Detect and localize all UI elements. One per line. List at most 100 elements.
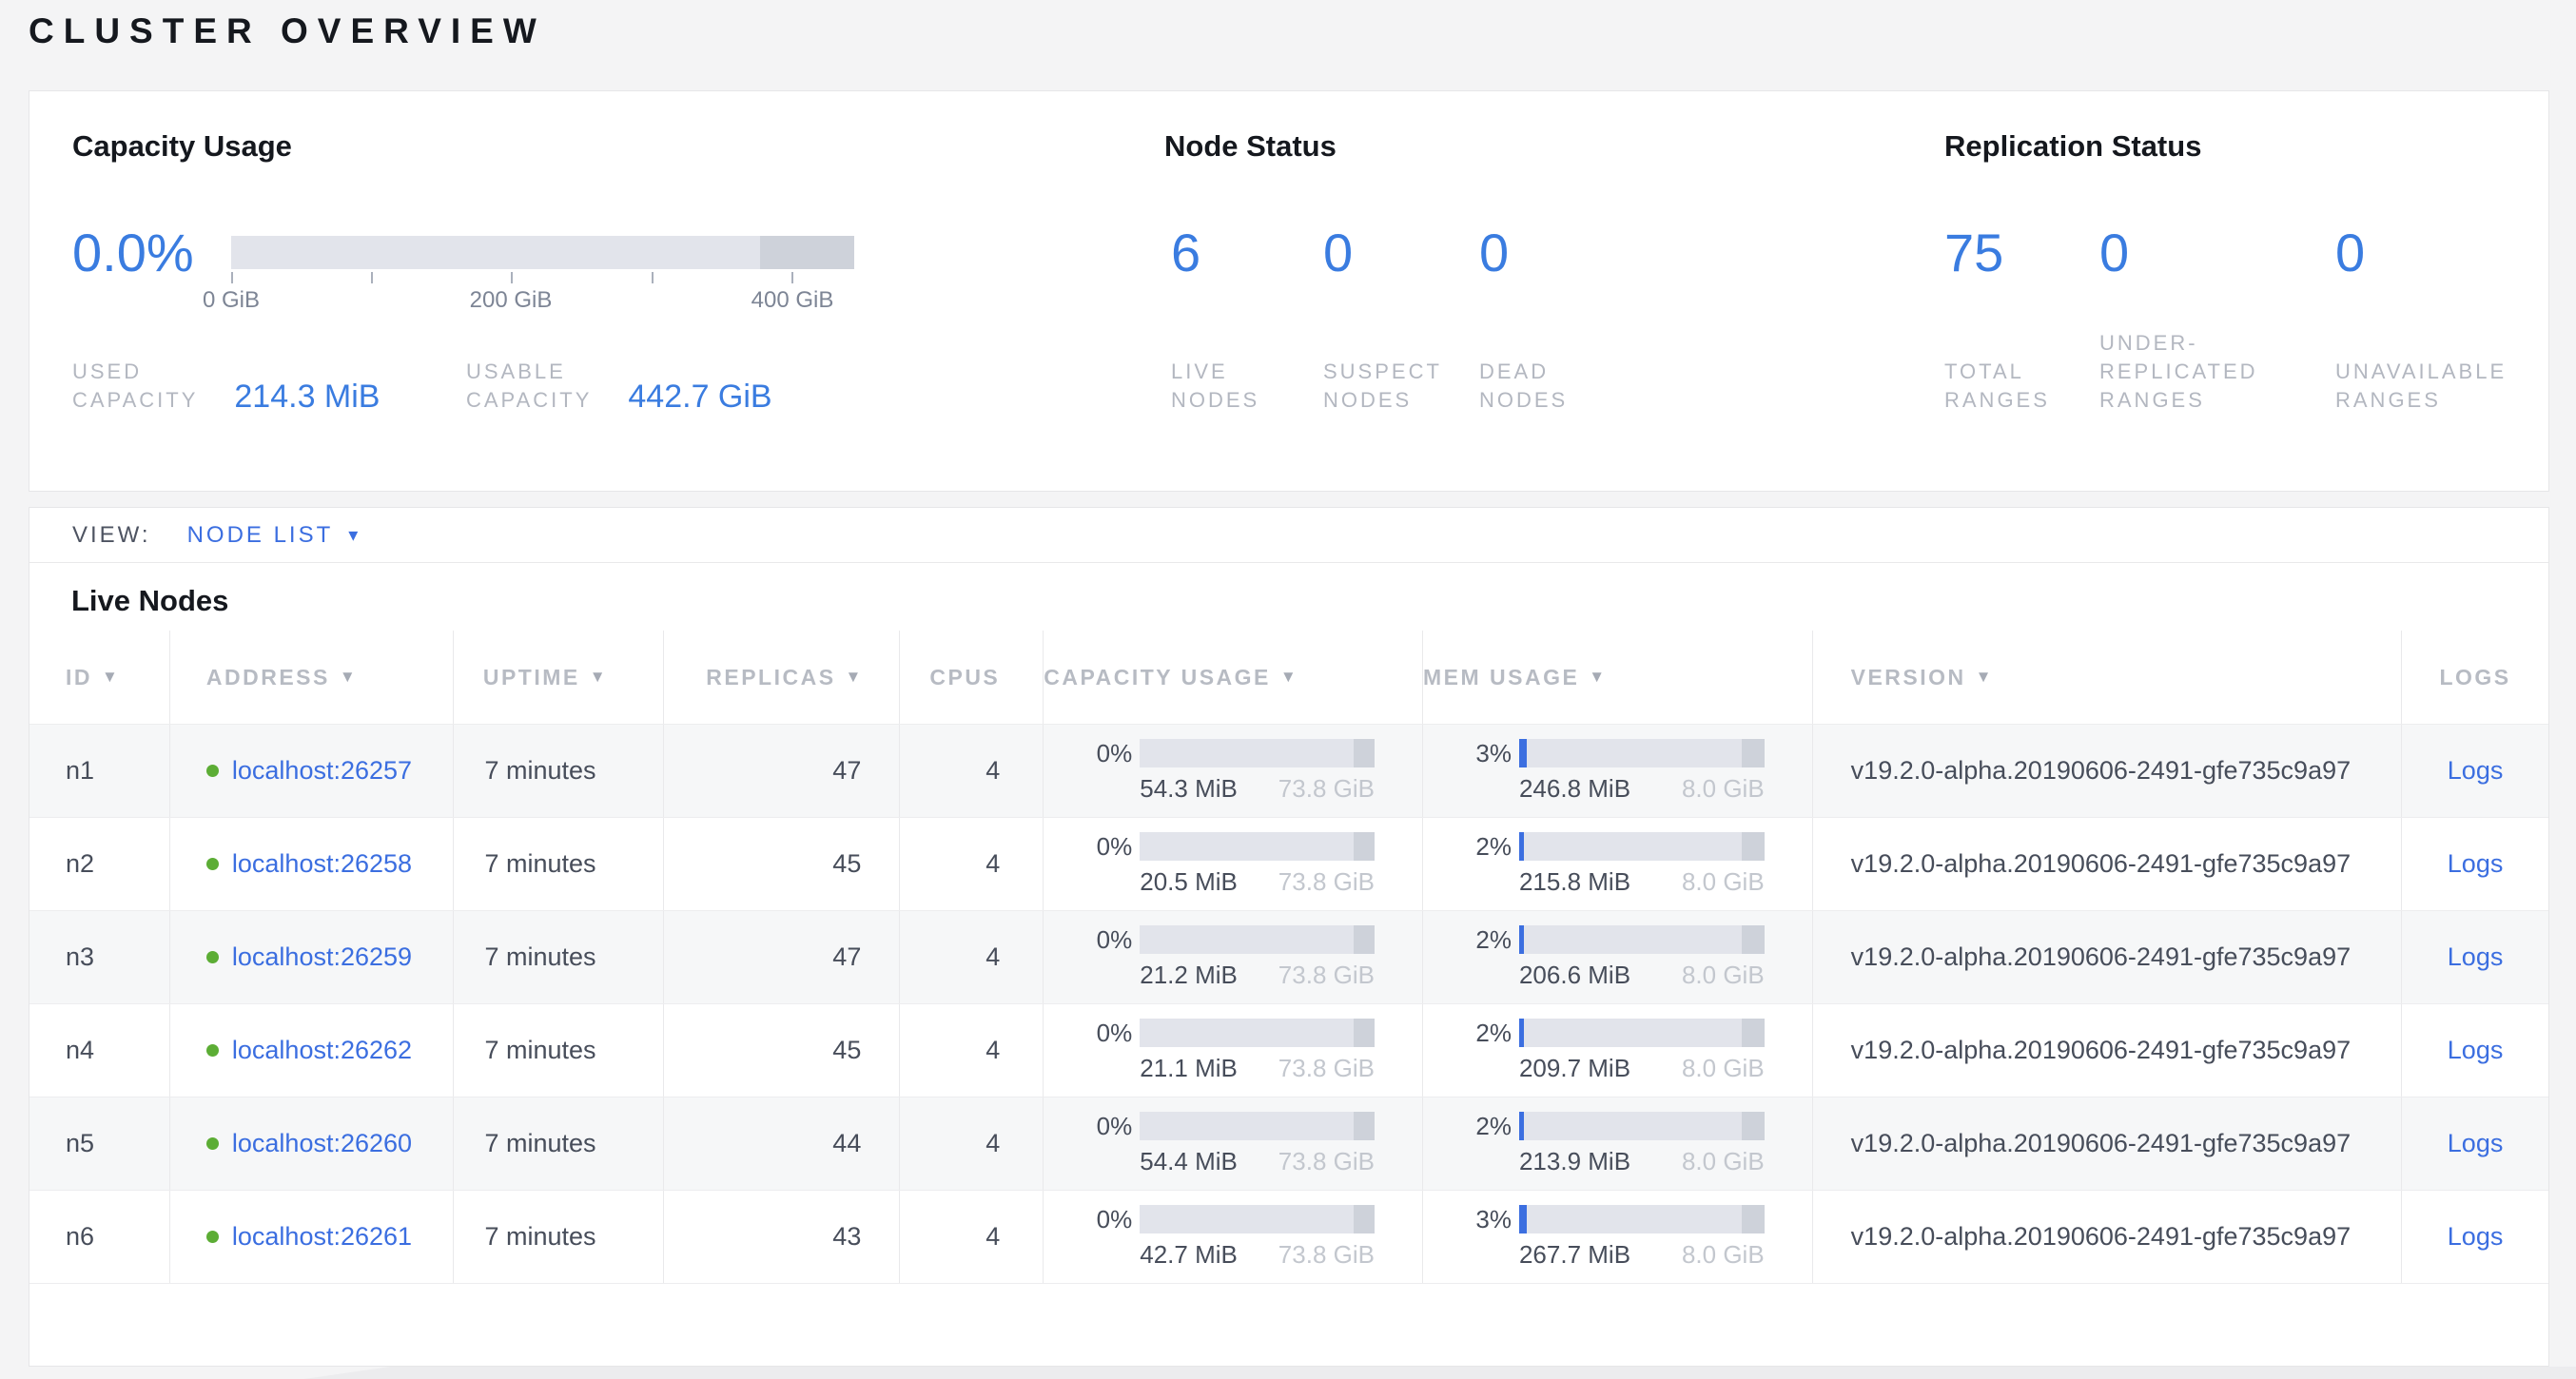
- node-address-link[interactable]: localhost:26261: [231, 1222, 413, 1251]
- cell-replicas: 47: [662, 911, 900, 1003]
- column-header-mem-usage[interactable]: MEM USAGE ▼: [1421, 631, 1812, 724]
- dead-nodes-value: 0: [1479, 223, 1510, 282]
- used-capacity-stat: USED CAPACITY 214.3 MiB: [72, 354, 380, 415]
- meter-row: 0%: [1077, 925, 1375, 955]
- column-header-logs: LOGS: [2401, 631, 2548, 724]
- suspect-nodes-stat: 0 SUSPECT NODES: [1323, 224, 1439, 415]
- node-address-link[interactable]: localhost:26262: [231, 1036, 413, 1064]
- meter-fill: [1518, 739, 1527, 767]
- cell-logs: Logs: [2401, 725, 2548, 817]
- logs-link[interactable]: Logs: [2447, 942, 2504, 971]
- axis-tick: [652, 272, 654, 283]
- logs-link[interactable]: Logs: [2447, 1036, 2504, 1064]
- column-header-version[interactable]: VERSION ▼: [1811, 631, 2402, 724]
- meter-fill: [1518, 1019, 1525, 1047]
- meter-row: 3%: [1456, 739, 1765, 768]
- cell-version: v19.2.0-alpha.20190606-2491-gfe735c9a97: [1811, 725, 2401, 817]
- cell-node-address: localhost:26258: [168, 818, 453, 910]
- memory-usage-meter: 2% 206.6 MiB 8.0 GiB: [1456, 925, 1765, 990]
- unavailable-ranges-stat: 0 UNAVAILABLE RANGES: [2335, 224, 2504, 415]
- meter-values: 215.8 MiB 8.0 GiB: [1519, 867, 1765, 897]
- meter-values: 21.1 MiB 73.8 GiB: [1140, 1054, 1375, 1083]
- cell-uptime: 7 minutes: [452, 818, 663, 910]
- meter-reserved-segment: [1353, 1019, 1375, 1047]
- usable-capacity-label: USABLE CAPACITY: [466, 359, 593, 412]
- capacity-usage-meter: 0% 21.1 MiB 73.8 GiB: [1077, 1019, 1375, 1083]
- node-live-status-dot: [205, 951, 219, 963]
- column-header-capacity-usage[interactable]: CAPACITY USAGE ▼: [1043, 631, 1422, 724]
- cell-mem-usage: 2% 209.7 MiB 8.0 GiB: [1421, 1004, 1812, 1097]
- meter-values: 42.7 MiB 73.8 GiB: [1140, 1240, 1375, 1270]
- meter-values: 206.6 MiB 8.0 GiB: [1519, 961, 1765, 990]
- total-ranges-label: TOTAL RANGES: [1944, 359, 2050, 412]
- memory-usage-meter: 2% 213.9 MiB 8.0 GiB: [1456, 1112, 1765, 1176]
- column-header-id[interactable]: ID ▼: [29, 631, 169, 724]
- meter-bar: [1518, 925, 1765, 954]
- node-address-link[interactable]: localhost:26258: [231, 849, 413, 878]
- capacity-bar-reserved-segment: [760, 236, 854, 269]
- meter-percent: 2%: [1475, 1111, 1512, 1140]
- cell-version: v19.2.0-alpha.20190606-2491-gfe735c9a97: [1811, 1191, 2401, 1283]
- axis-label-400gib: 400 GiB: [751, 287, 834, 313]
- axis-tick: [231, 272, 233, 283]
- cell-version: v19.2.0-alpha.20190606-2491-gfe735c9a97: [1811, 818, 2401, 910]
- meter-used-value: 21.2 MiB: [1140, 960, 1238, 989]
- node-address-link[interactable]: localhost:26257: [231, 756, 413, 785]
- cell-cpus: 4: [899, 1004, 1043, 1097]
- cell-version: v19.2.0-alpha.20190606-2491-gfe735c9a97: [1811, 1097, 2401, 1190]
- logs-link[interactable]: Logs: [2447, 1222, 2504, 1251]
- meter-row: 0%: [1077, 739, 1375, 768]
- column-header-label: LOGS: [2439, 664, 2511, 690]
- live-nodes-label: LIVE NODES: [1171, 359, 1260, 412]
- meter-bar: [1140, 1019, 1375, 1047]
- logs-link[interactable]: Logs: [2447, 1129, 2504, 1157]
- column-header-cpus: CPUS: [899, 631, 1043, 724]
- meter-used-value: 213.9 MiB: [1518, 1146, 1631, 1175]
- capacity-usage-meter: 0% 21.2 MiB 73.8 GiB: [1077, 925, 1375, 990]
- meter-reserved-segment: [1742, 1112, 1765, 1140]
- meter-bar: [1140, 832, 1375, 861]
- view-dropdown[interactable]: NODE LIST ▾: [187, 522, 359, 549]
- sort-arrow-icon: ▼: [102, 668, 118, 686]
- cell-node-id: n6: [66, 1222, 95, 1251]
- sort-arrow-icon: ▼: [1975, 668, 1992, 686]
- node-address-link[interactable]: localhost:26260: [231, 1129, 413, 1157]
- view-selected-option[interactable]: NODE LIST: [186, 521, 334, 548]
- meter-total-value: 73.8 GiB: [1278, 1239, 1375, 1269]
- meter-row: 0%: [1077, 1205, 1375, 1234]
- cell-node-id: n2: [66, 849, 95, 878]
- column-header-address[interactable]: ADDRESS ▼: [168, 631, 453, 724]
- meter-percent: 0%: [1096, 1204, 1133, 1233]
- capacity-usage-meter: 0% 54.4 MiB 73.8 GiB: [1077, 1112, 1375, 1176]
- node-live-status-dot: [205, 1044, 219, 1057]
- meter-reserved-segment: [1353, 832, 1375, 861]
- logs-link[interactable]: Logs: [2447, 849, 2504, 878]
- node-address-link[interactable]: localhost:26259: [231, 942, 413, 971]
- cell-logs: Logs: [2401, 911, 2548, 1003]
- meter-total-value: 73.8 GiB: [1278, 866, 1375, 896]
- sort-arrow-icon: ▼: [845, 668, 862, 686]
- chevron-down-icon: ▾: [348, 525, 359, 546]
- meter-bar: [1140, 1112, 1375, 1140]
- under-replicated-ranges-value: 0: [2099, 223, 2130, 282]
- column-header-uptime[interactable]: UPTIME ▼: [452, 631, 663, 724]
- cell-node-address: localhost:26260: [168, 1097, 453, 1190]
- logs-link[interactable]: Logs: [2447, 756, 2504, 785]
- axis-label-200gib: 200 GiB: [469, 287, 553, 313]
- meter-used-value: 215.8 MiB: [1518, 866, 1631, 896]
- total-ranges-stat: 75 TOTAL RANGES: [1944, 224, 2047, 415]
- cell-capacity-usage: 0% 21.1 MiB 73.8 GiB: [1043, 1004, 1422, 1097]
- cell-capacity-usage: 0% 54.3 MiB 73.8 GiB: [1043, 725, 1422, 817]
- table-row-n3: n3 localhost:26259 7 minutes 47 4 0% 21.2 MiB 7…: [29, 910, 2548, 1003]
- cell-mem-usage: 2% 215.8 MiB 8.0 GiB: [1421, 818, 1812, 910]
- meter-fill: [1518, 1112, 1525, 1140]
- meter-reserved-segment: [1353, 1112, 1375, 1140]
- capacity-usage-meter: 0% 54.3 MiB 73.8 GiB: [1077, 739, 1375, 804]
- meter-values: 209.7 MiB 8.0 GiB: [1519, 1054, 1765, 1083]
- column-header-replicas[interactable]: REPLICAS ▼: [662, 631, 900, 724]
- sort-arrow-icon: ▼: [339, 668, 356, 686]
- page-title: CLUSTER OVERVIEW: [29, 11, 546, 50]
- meter-values: 267.7 MiB 8.0 GiB: [1519, 1240, 1765, 1270]
- view-label: VIEW:: [72, 521, 151, 548]
- meter-used-value: 42.7 MiB: [1140, 1239, 1238, 1269]
